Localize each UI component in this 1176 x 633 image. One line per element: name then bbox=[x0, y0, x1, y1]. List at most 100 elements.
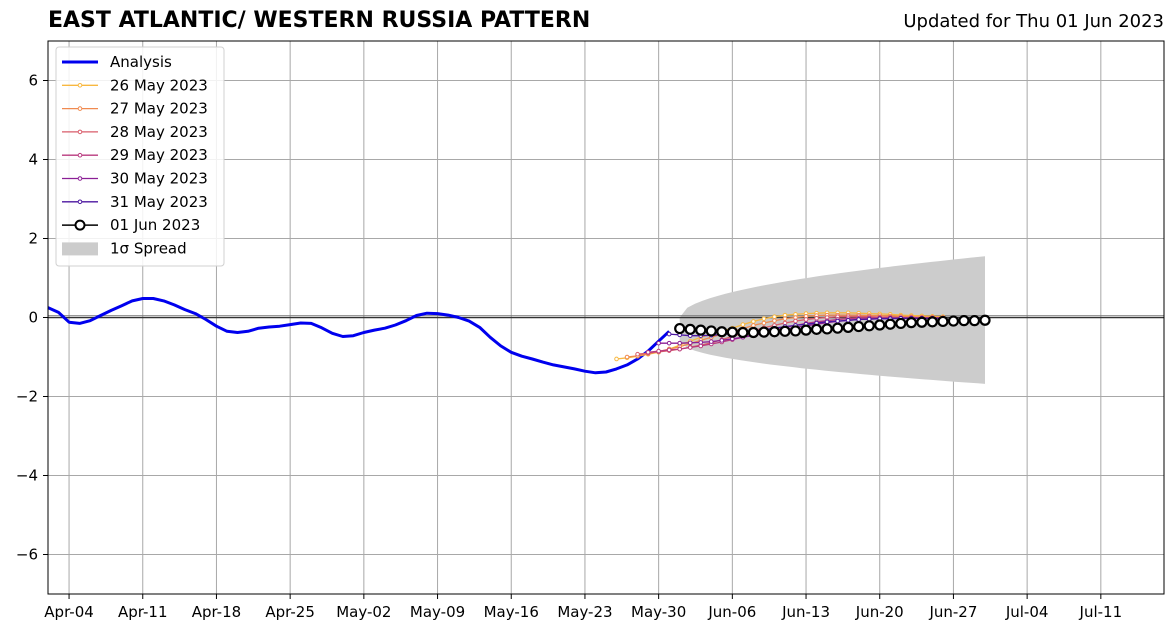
x-axis-ticks: Apr-04 Apr-11 Apr-18 Apr-25 May-02 May-09 May-… bbox=[44, 594, 1122, 621]
legend-label: Analysis bbox=[110, 53, 172, 71]
forecast-point bbox=[761, 316, 767, 321]
y-tick-label: 0 bbox=[28, 309, 38, 327]
forecast-point bbox=[845, 317, 851, 323]
forecast-point bbox=[782, 316, 788, 321]
forecast-point bbox=[789, 325, 802, 337]
legend-label: 29 May 2023 bbox=[110, 146, 208, 164]
forecast-point bbox=[624, 354, 630, 360]
y-tick-label: −6 bbox=[16, 546, 38, 564]
forecast-point bbox=[916, 316, 928, 328]
legend-label: 30 May 2023 bbox=[110, 170, 208, 188]
forecast-point bbox=[614, 356, 619, 362]
forecast-point bbox=[863, 320, 875, 332]
legend-marker bbox=[77, 199, 83, 205]
forecast-point bbox=[666, 340, 672, 346]
legend-label: 27 May 2023 bbox=[110, 100, 208, 118]
forecast-point bbox=[740, 322, 746, 327]
x-tick-label: May-16 bbox=[484, 603, 539, 621]
forecast-point bbox=[926, 316, 938, 328]
x-tick-label: Apr-11 bbox=[118, 603, 168, 621]
zero-line bbox=[48, 315, 1164, 319]
forecast-point bbox=[884, 318, 896, 330]
legend: Analysis 26 May 2023 27 May 2023 28 May 202… bbox=[55, 46, 225, 267]
forecast-point bbox=[674, 322, 686, 335]
x-tick-label: Apr-18 bbox=[192, 603, 242, 621]
forecast-point bbox=[677, 340, 682, 346]
forecast-point bbox=[758, 326, 770, 338]
x-tick-label: Jun-20 bbox=[855, 603, 904, 621]
forecast-point bbox=[821, 323, 833, 335]
legend-marker bbox=[77, 152, 83, 158]
forecast-point bbox=[856, 317, 861, 322]
forecast-point bbox=[666, 347, 672, 353]
forecast-point bbox=[751, 323, 756, 328]
x-tick-label: Apr-25 bbox=[265, 603, 315, 621]
legend-marker bbox=[77, 129, 83, 135]
forecast-point bbox=[761, 320, 767, 326]
forecast-point bbox=[947, 315, 960, 327]
forecast-point bbox=[968, 315, 981, 327]
forecast-point bbox=[779, 325, 791, 337]
y-tick-label: 6 bbox=[28, 72, 38, 90]
forecast-point bbox=[716, 326, 728, 338]
forecast-point bbox=[874, 319, 886, 331]
y-tick-label: 4 bbox=[28, 151, 38, 169]
forecast-point bbox=[905, 317, 917, 329]
forecast-point bbox=[895, 317, 907, 330]
legend-label: 01 Jun 2023 bbox=[110, 216, 200, 234]
x-tick-label: Apr-04 bbox=[44, 603, 94, 621]
forecast-point bbox=[726, 326, 738, 338]
x-tick-label: Jul-04 bbox=[1005, 603, 1049, 621]
x-tick-label: Jul-11 bbox=[1079, 603, 1123, 621]
x-tick-label: May-09 bbox=[410, 603, 465, 621]
forecast-point bbox=[803, 317, 809, 322]
forecast-point bbox=[747, 326, 759, 339]
legend-label: 26 May 2023 bbox=[110, 76, 208, 94]
forecast-point bbox=[645, 349, 651, 355]
y-axis-ticks: −6 −4 −2 0 2 4 6 bbox=[16, 72, 48, 564]
forecast-point bbox=[835, 318, 840, 324]
x-tick-label: Jun-06 bbox=[707, 603, 756, 621]
x-tick-label: May-23 bbox=[557, 603, 612, 621]
forecast-point bbox=[684, 323, 696, 335]
legend-marker bbox=[77, 83, 83, 88]
forecast-point bbox=[705, 325, 717, 337]
forecast-point bbox=[719, 338, 725, 343]
forecast-point bbox=[772, 318, 777, 323]
legend-label: 31 May 2023 bbox=[110, 193, 208, 211]
forecast-point bbox=[666, 331, 672, 337]
legend-box bbox=[55, 46, 225, 267]
forecast-point bbox=[656, 340, 661, 346]
legend-swatch bbox=[62, 242, 98, 256]
legend-marker bbox=[77, 176, 83, 181]
series-lines bbox=[47, 297, 991, 375]
forecast-point bbox=[737, 326, 749, 339]
forecast-point bbox=[810, 323, 823, 335]
y-tick-label: −2 bbox=[16, 388, 38, 406]
legend-marker bbox=[77, 106, 83, 111]
legend-label: 1σ Spread bbox=[110, 239, 187, 257]
forecast-point bbox=[677, 346, 682, 352]
forecast-point bbox=[698, 340, 704, 345]
forecast-point bbox=[793, 318, 798, 324]
forecast-point bbox=[708, 339, 714, 344]
forecast-point bbox=[824, 319, 830, 325]
forecast-point bbox=[800, 324, 812, 336]
legend-label: 28 May 2023 bbox=[110, 123, 208, 141]
x-tick-label: May-02 bbox=[336, 603, 391, 621]
x-tick-label: Jun-27 bbox=[928, 603, 977, 621]
forecast-point bbox=[958, 315, 970, 327]
forecast-point bbox=[832, 322, 844, 334]
chart-subtitle: Updated for Thu 01 Jun 2023 bbox=[903, 11, 1164, 32]
y-tick-label: 2 bbox=[28, 230, 38, 248]
forecast-point bbox=[979, 314, 991, 326]
forecast-point bbox=[937, 315, 949, 328]
x-tick-label: May-30 bbox=[631, 603, 686, 621]
forecast-point bbox=[842, 321, 854, 333]
forecast-point bbox=[656, 348, 661, 354]
y-tick-label: −4 bbox=[16, 467, 38, 485]
forecast-point bbox=[751, 319, 756, 324]
forecast-point bbox=[853, 320, 865, 333]
chart-title: EAST ATLANTIC/ WESTERN RUSSIA PATTERN bbox=[48, 8, 591, 33]
